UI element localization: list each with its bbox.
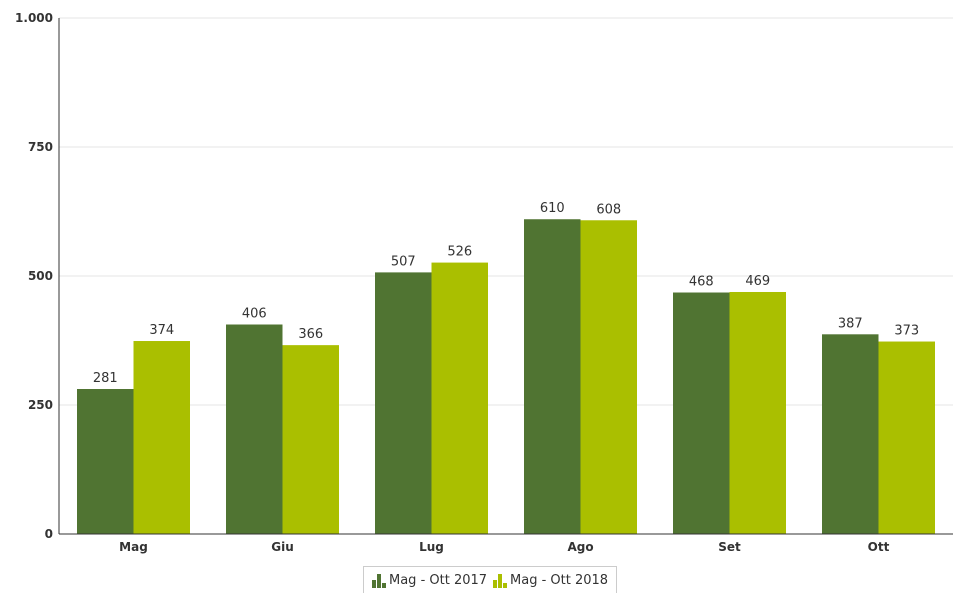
legend-item-series-1[interactable]: Mag - Ott 2017 xyxy=(372,572,487,588)
bars xyxy=(77,219,936,535)
data-label: 366 xyxy=(298,327,323,342)
legend-label-series-2: Mag - Ott 2018 xyxy=(510,572,609,588)
bar-2-ago[interactable] xyxy=(580,220,638,534)
bar-1-ott[interactable] xyxy=(822,334,879,534)
data-label: 610 xyxy=(540,201,565,216)
data-label: 469 xyxy=(745,274,770,289)
data-label: 468 xyxy=(689,275,714,290)
x-tick-label: Mag xyxy=(119,540,148,554)
data-label: 507 xyxy=(391,254,416,269)
y-axis: 0 250 500 750 1.000 xyxy=(15,11,60,541)
x-tick-label: Lug xyxy=(419,540,444,554)
legend[interactable]: Mag - Ott 2017 Mag - Ott 2018 xyxy=(363,566,618,593)
data-label: 406 xyxy=(242,307,267,322)
data-label: 387 xyxy=(838,316,863,331)
data-label: 526 xyxy=(447,245,472,260)
gridlines xyxy=(59,17,953,406)
bar-2-giu[interactable] xyxy=(282,345,340,534)
legend-item-series-2[interactable]: Mag - Ott 2018 xyxy=(493,572,608,588)
bar-chart-icon xyxy=(493,572,508,588)
bar-chart-icon xyxy=(372,572,386,588)
x-tick-label: Ago xyxy=(567,540,593,554)
bar-2-lug[interactable] xyxy=(431,262,489,534)
bar-1-mag[interactable] xyxy=(77,389,134,534)
x-axis: Mag Giu Lug Ago Set Ott xyxy=(59,533,953,554)
bar-1-set[interactable] xyxy=(673,292,730,534)
y-tick-label: 250 xyxy=(28,398,53,412)
x-tick-label: Giu xyxy=(271,540,294,554)
data-label: 281 xyxy=(93,371,118,386)
data-label: 608 xyxy=(596,202,621,217)
bar-1-ago[interactable] xyxy=(524,219,581,535)
bar-2-mag[interactable] xyxy=(133,341,191,534)
x-tick-label: Ott xyxy=(868,540,890,554)
legend-label-series-1: Mag - Ott 2017 xyxy=(389,572,488,588)
y-tick-label: 0 xyxy=(45,527,53,541)
y-tick-label: 1.000 xyxy=(15,11,53,25)
y-tick-label: 750 xyxy=(28,140,53,154)
data-labels: 281 374 406 366 507 526 610 608 468 469 387 373 xyxy=(93,201,919,386)
data-label: 373 xyxy=(894,324,919,339)
data-label: 374 xyxy=(149,323,174,338)
bar-2-set[interactable] xyxy=(729,291,787,534)
x-tick-label: Set xyxy=(718,540,741,554)
y-tick-label: 500 xyxy=(28,269,53,283)
bar-1-giu[interactable] xyxy=(226,324,283,534)
bar-1-lug[interactable] xyxy=(375,272,432,534)
bar-2-ott[interactable] xyxy=(878,341,936,534)
